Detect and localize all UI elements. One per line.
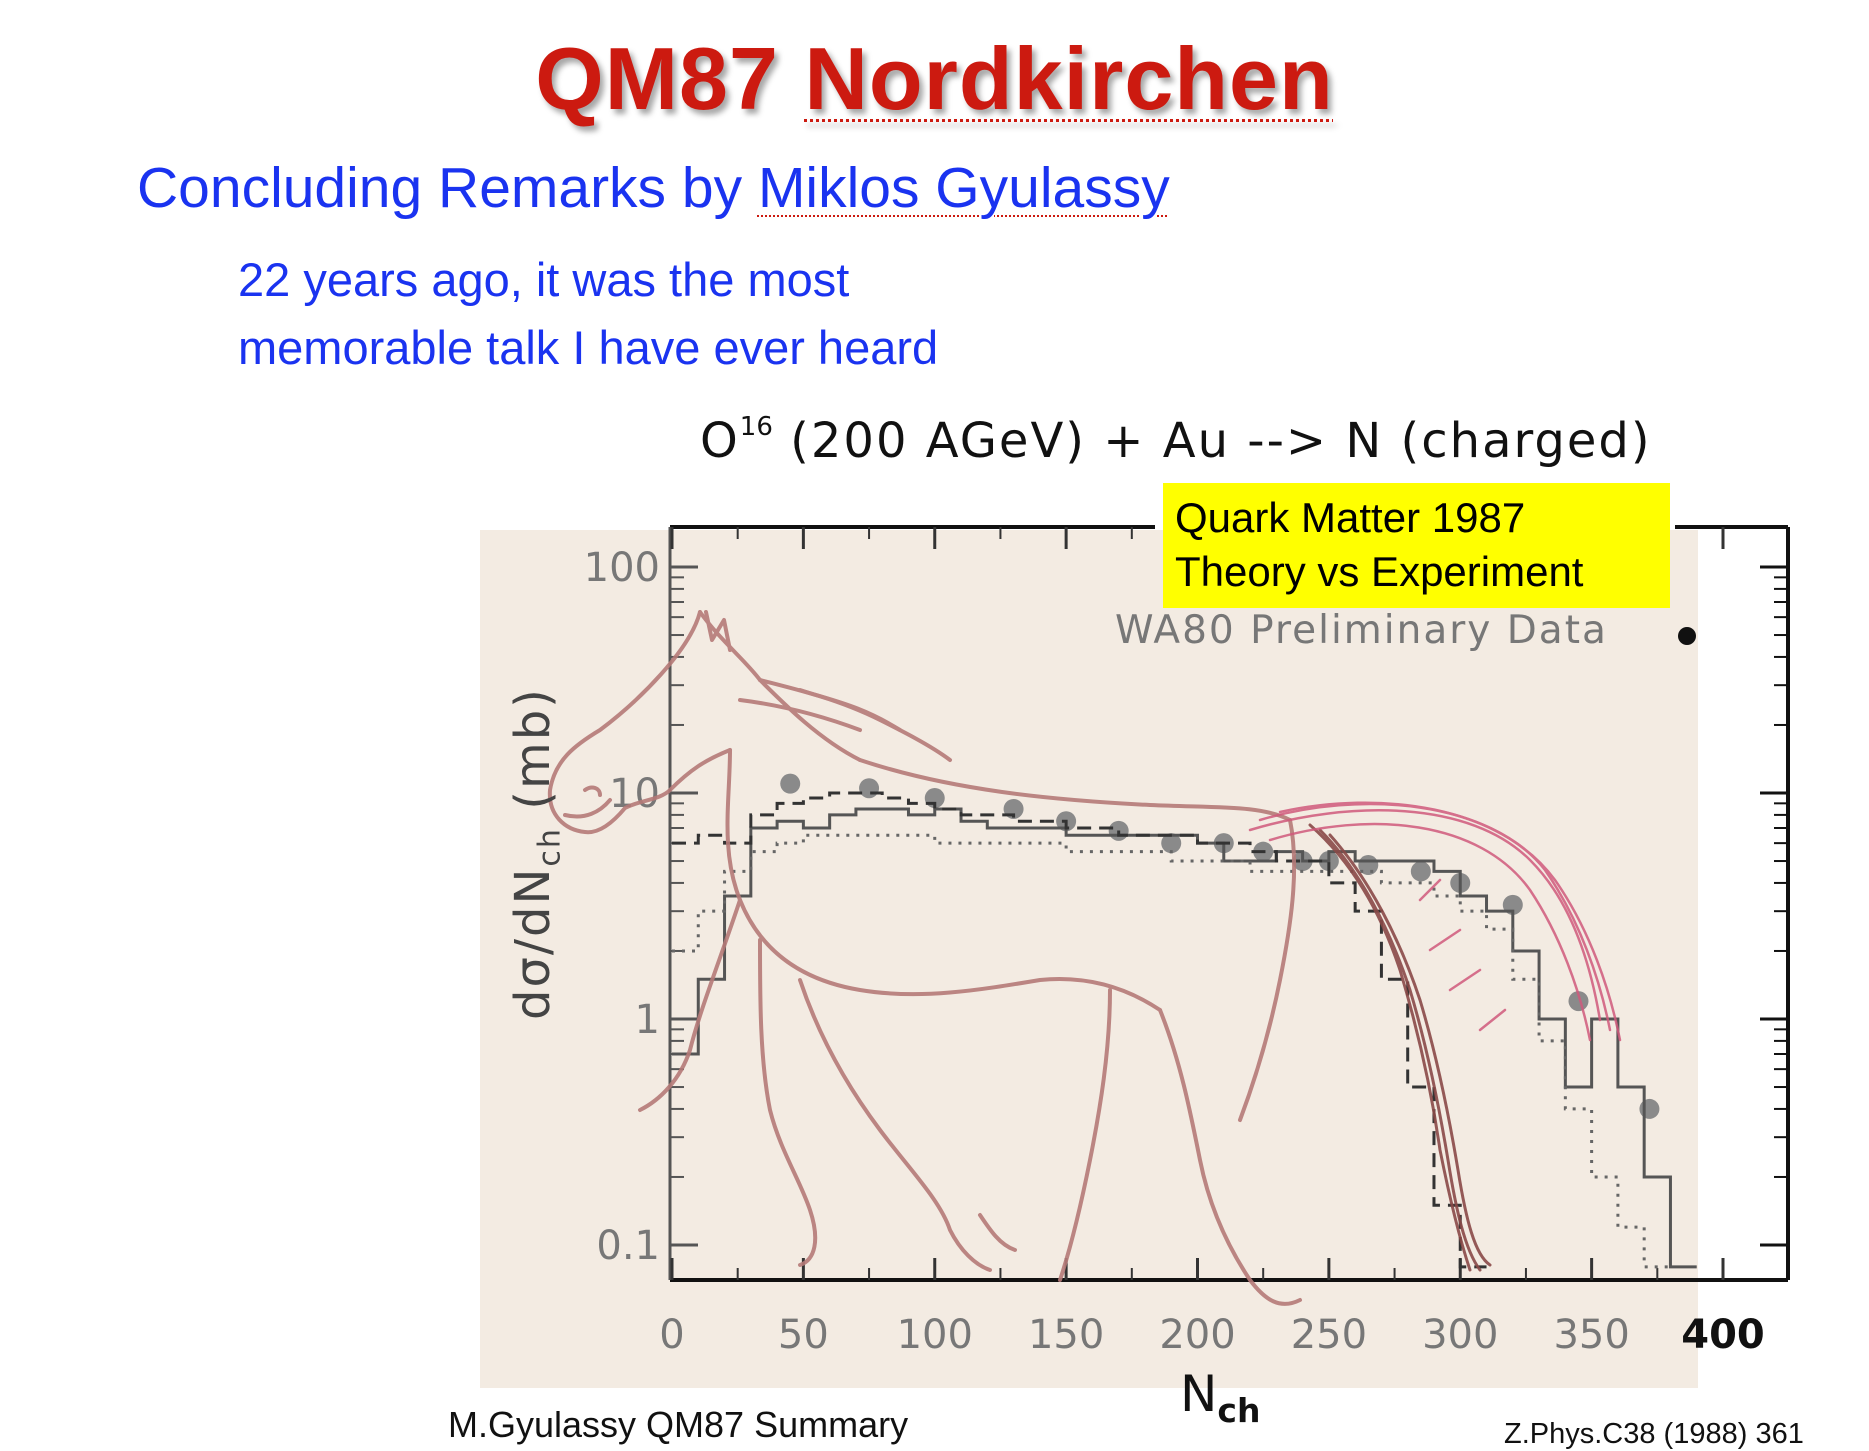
x-tick-label: 150 [1028,1312,1104,1358]
footer-right: Z.Phys.C38 (1988) 361 [1504,1418,1804,1450]
legend-marker [1678,627,1696,645]
x-tick-label: 300 [1422,1312,1498,1358]
y-axis-label-sub: ch [532,827,568,867]
subtitle: Concluding Remarks by Miklos Gyulassy [137,155,1170,221]
data-series [672,773,1697,1269]
chart-title-main: O [700,413,740,469]
chart-title-rest: (200 AGeV) + Au --> N (charged) [790,413,1652,469]
x-tick-label: 0 [659,1312,684,1358]
callout-line-2: Theory vs Experiment [1175,548,1584,595]
title-word-1: QM87 [535,29,779,128]
subtitle-name: Miklos Gyulassy [757,156,1170,220]
x-tick-label: 100 [897,1312,973,1358]
data-point [780,773,801,794]
memo-line-2: memorable talk I have ever heard [238,321,939,374]
x-axis-label-main: N [1180,1365,1218,1423]
y-axis-label-unit: (mb) [505,687,561,810]
memo-line-1: 22 years ago, it was the most [238,253,850,306]
x-axis-label: Nch [1180,1365,1260,1430]
title-word-2: Nordkirchen [804,29,1334,128]
footer-left: M.Gyulassy QM87 Summary [448,1404,909,1445]
data-point [1568,991,1589,1012]
chart-title-superscript: 16 [739,412,773,442]
data-point [1161,833,1182,854]
plot-frame [668,525,1790,1282]
y-tick-label: 0.1 [596,1223,660,1269]
horse-drawing-icon [547,610,1492,1306]
x-tick-label: 50 [778,1312,829,1358]
overlay-background [480,530,1698,1388]
chart-title: O16 (200 AGeV) + Au --> N (charged) [700,412,1652,469]
data-point [1639,1098,1660,1119]
y-axis-label: dσ/dNch (mb) [505,687,568,1020]
slide-title: QM87 Nordkirchen [0,28,1869,130]
data-point [859,778,880,799]
y-tick-label: 1 [635,997,660,1043]
callout-line-1: Quark Matter 1987 [1175,494,1526,541]
x-tick-label: 250 [1291,1312,1367,1358]
x-tick-label: 350 [1553,1312,1629,1358]
x-axis-label-sub: ch [1217,1391,1261,1430]
x-tick-label: 200 [1159,1312,1235,1358]
legend-label: WA80 Preliminary Data [1115,608,1608,653]
y-tick-label: 10 [609,771,660,817]
y-axis-label-main: dσ/dN [505,866,561,1020]
x-tick-label: 400 [1681,1312,1765,1358]
tick-labels: 0 50 100 150 200 250 300 350 400 0.1 1 10 100 [584,545,1765,1358]
histogram-dashed-line [672,791,1487,1269]
data-point [1410,861,1431,882]
callout-box: Quark Matter 1987 Theory vs Experiment [1163,483,1670,608]
subtitle-text: Concluding Remarks by [137,156,743,220]
y-tick-label: 100 [584,545,660,591]
tail-strokes-icon [1248,801,1622,1042]
histogram-solid-line [672,807,1697,1269]
histogram-dotted-line [672,833,1671,1269]
